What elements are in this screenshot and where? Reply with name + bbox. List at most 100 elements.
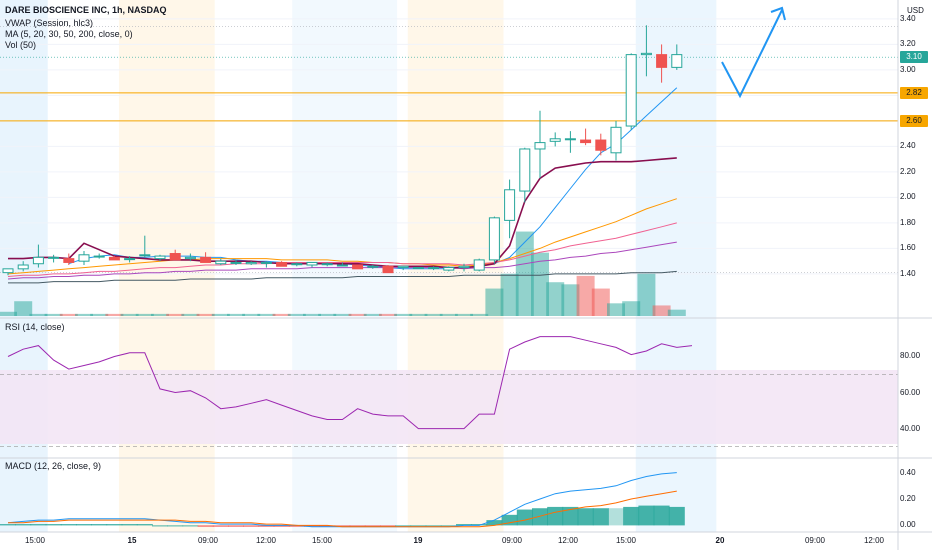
macd-histogram-bar <box>623 506 640 526</box>
moving-average-line <box>8 270 677 284</box>
rsi-band <box>0 370 898 444</box>
candle-body <box>321 263 333 266</box>
volume-bar <box>379 313 397 316</box>
candle-body <box>580 139 592 144</box>
candle-body <box>260 261 272 264</box>
candle-body <box>534 142 546 150</box>
macd-histogram-bar <box>653 505 670 526</box>
symbol-title[interactable]: DARE BIOSCIENCE INC, 1h, NASDAQ <box>5 5 167 15</box>
macd-histogram-bar <box>456 524 472 526</box>
candle-body <box>215 260 227 265</box>
macd-tick-label: 0.00 <box>900 520 916 530</box>
rsi-pane <box>7 336 693 430</box>
moving-average-line <box>7 241 677 280</box>
candle-body <box>352 264 364 270</box>
macd-histogram-bar <box>106 524 123 526</box>
candlesticks[interactable] <box>2 25 683 276</box>
volume-bar <box>394 313 413 316</box>
volume-bar <box>90 313 109 316</box>
time-tick-label: 19 <box>413 536 423 545</box>
macd-histogram-bar <box>76 524 92 526</box>
candle-body <box>200 256 212 263</box>
macd-histogram-bar <box>152 525 168 527</box>
time-tick-label: 15:00 <box>615 536 637 545</box>
volume-bars <box>0 231 686 316</box>
macd-histogram-bar <box>334 525 351 527</box>
session-band <box>118 0 215 532</box>
time-tick-label: 15:00 <box>24 536 46 545</box>
price-tick-label: 2.40 <box>900 141 916 151</box>
candle-body <box>63 258 75 263</box>
volume-bar <box>333 313 352 316</box>
macd-tick-label: 0.40 <box>900 467 916 477</box>
macd-histogram-bar <box>121 524 138 526</box>
time-tick-label: 15:00 <box>311 536 333 545</box>
ma-legend[interactable]: MA (5, 20, 30, 50, 200, close, 0) <box>5 29 133 39</box>
candle-body <box>154 255 166 260</box>
volume-bar <box>637 273 656 316</box>
macd-histogram-bar <box>319 525 336 527</box>
volume-bar <box>470 313 489 316</box>
candle-body <box>169 253 181 261</box>
volume-bar <box>409 313 428 316</box>
macd-histogram-bar <box>136 524 153 526</box>
vwap-legend[interactable]: VWAP (Session, hlc3) <box>5 18 94 28</box>
macd-histogram-bar <box>516 509 533 526</box>
macd-histogram-bar <box>60 524 77 526</box>
rsi-tick-label: 40.00 <box>900 423 921 433</box>
time-tick-label: 20 <box>715 536 725 545</box>
macd-line <box>8 490 677 528</box>
volume-bar <box>652 305 671 316</box>
projection-arrow-drawing[interactable] <box>721 6 786 99</box>
candle-body <box>124 258 136 261</box>
volume-bar <box>242 313 261 316</box>
volume-bar <box>211 313 230 316</box>
candle-body <box>2 268 14 274</box>
moving-average-line <box>7 198 677 275</box>
macd-legend[interactable]: MACD (12, 26, close, 9) <box>5 461 102 471</box>
candle-body <box>671 54 683 68</box>
candle-body <box>640 52 652 56</box>
candle-body <box>306 261 318 266</box>
price-tick-label: 1.80 <box>900 217 916 227</box>
macd-histogram-bar <box>410 525 427 527</box>
candle-body <box>245 261 257 265</box>
rsi-legend[interactable]: RSI (14, close) <box>5 322 65 332</box>
macd-histogram-bar <box>562 506 579 526</box>
macd-histogram-bar <box>608 508 624 526</box>
session-backgrounds <box>0 0 898 532</box>
candle-body <box>397 265 409 269</box>
rsi-tick-label: 60.00 <box>900 387 921 397</box>
volume-bar <box>59 313 78 316</box>
volume-bar <box>591 288 610 316</box>
macd-histogram-bar <box>425 525 442 527</box>
time-tick-label: 09:00 <box>501 536 523 545</box>
macd-histogram-bar <box>395 525 412 527</box>
candle-body <box>519 148 531 192</box>
rsi-tick-label: 80.00 <box>900 351 921 361</box>
volume-legend[interactable]: Vol (50) <box>5 40 37 50</box>
candle-body <box>412 267 424 270</box>
candle-body <box>473 259 485 271</box>
currency-label: USD <box>907 6 924 15</box>
candle-body <box>656 54 668 68</box>
price-tick-label: 3.20 <box>900 39 916 49</box>
volume-bar <box>424 313 443 316</box>
candle-body <box>458 265 470 269</box>
horizontal-levels[interactable] <box>0 92 898 122</box>
volume-bar <box>151 313 169 316</box>
volume-bar <box>29 313 48 316</box>
volume-bar <box>181 313 200 316</box>
macd-histogram-bar <box>440 525 457 527</box>
volume-bar <box>14 301 33 316</box>
volume-bar <box>500 273 519 316</box>
time-tick-label: 12:00 <box>557 536 579 545</box>
price-tick-label: 2.00 <box>900 192 916 202</box>
price-tick-label: 1.40 <box>900 268 916 278</box>
candle-body <box>93 255 105 258</box>
macd-tick-label: 0.20 <box>900 493 916 503</box>
volume-bar <box>196 313 215 316</box>
volume-bar <box>622 301 641 316</box>
